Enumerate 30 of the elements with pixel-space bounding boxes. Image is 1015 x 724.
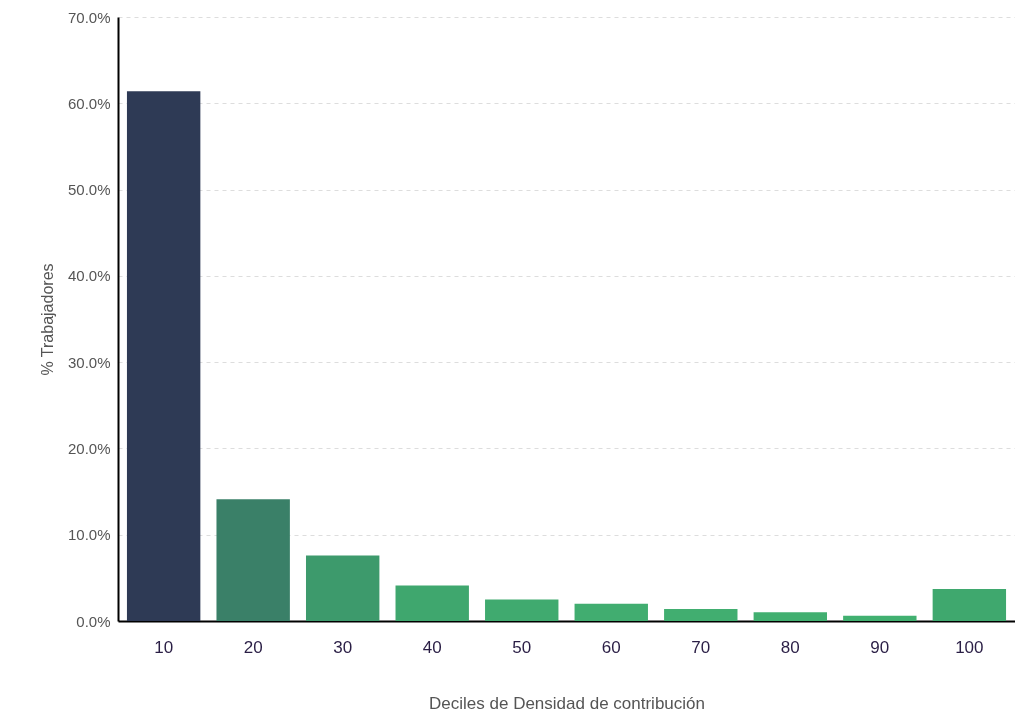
bar bbox=[305, 555, 380, 621]
x-tick-label: 100 bbox=[955, 637, 984, 657]
bar bbox=[574, 603, 648, 621]
bar bbox=[843, 615, 917, 621]
bar bbox=[126, 91, 201, 621]
y-tick-label: 20.0% bbox=[67, 439, 111, 457]
bar bbox=[932, 589, 1007, 621]
bar bbox=[216, 499, 290, 621]
y-tick-label: 70.0% bbox=[67, 8, 111, 26]
y-tick-label: 60.0% bbox=[67, 94, 111, 112]
y-tick-label: 30.0% bbox=[67, 353, 111, 371]
y-axis-title: % Trabajadores bbox=[38, 263, 56, 376]
y-tick-label: 10.0% bbox=[67, 526, 111, 544]
y-tick-label: 40.0% bbox=[67, 267, 111, 285]
bar bbox=[664, 608, 738, 621]
x-tick-label: 80 bbox=[780, 637, 800, 657]
bar bbox=[395, 585, 469, 621]
x-tick-label: 70 bbox=[691, 637, 711, 657]
x-tick-label: 90 bbox=[870, 637, 890, 657]
x-tick-label: 50 bbox=[512, 637, 532, 657]
x-tick-label: 20 bbox=[243, 637, 263, 657]
x-axis-title: Deciles de Densidad de contribución bbox=[429, 693, 705, 713]
x-tick-label: 60 bbox=[601, 637, 621, 657]
bar bbox=[753, 612, 828, 621]
y-tick-label: 50.0% bbox=[67, 181, 111, 199]
y-tick-label: 0.0% bbox=[76, 612, 111, 630]
x-tick-label: 10 bbox=[154, 637, 174, 657]
x-tick-label: 40 bbox=[422, 637, 442, 657]
x-tick-label: 30 bbox=[333, 637, 353, 657]
bar bbox=[485, 599, 559, 621]
